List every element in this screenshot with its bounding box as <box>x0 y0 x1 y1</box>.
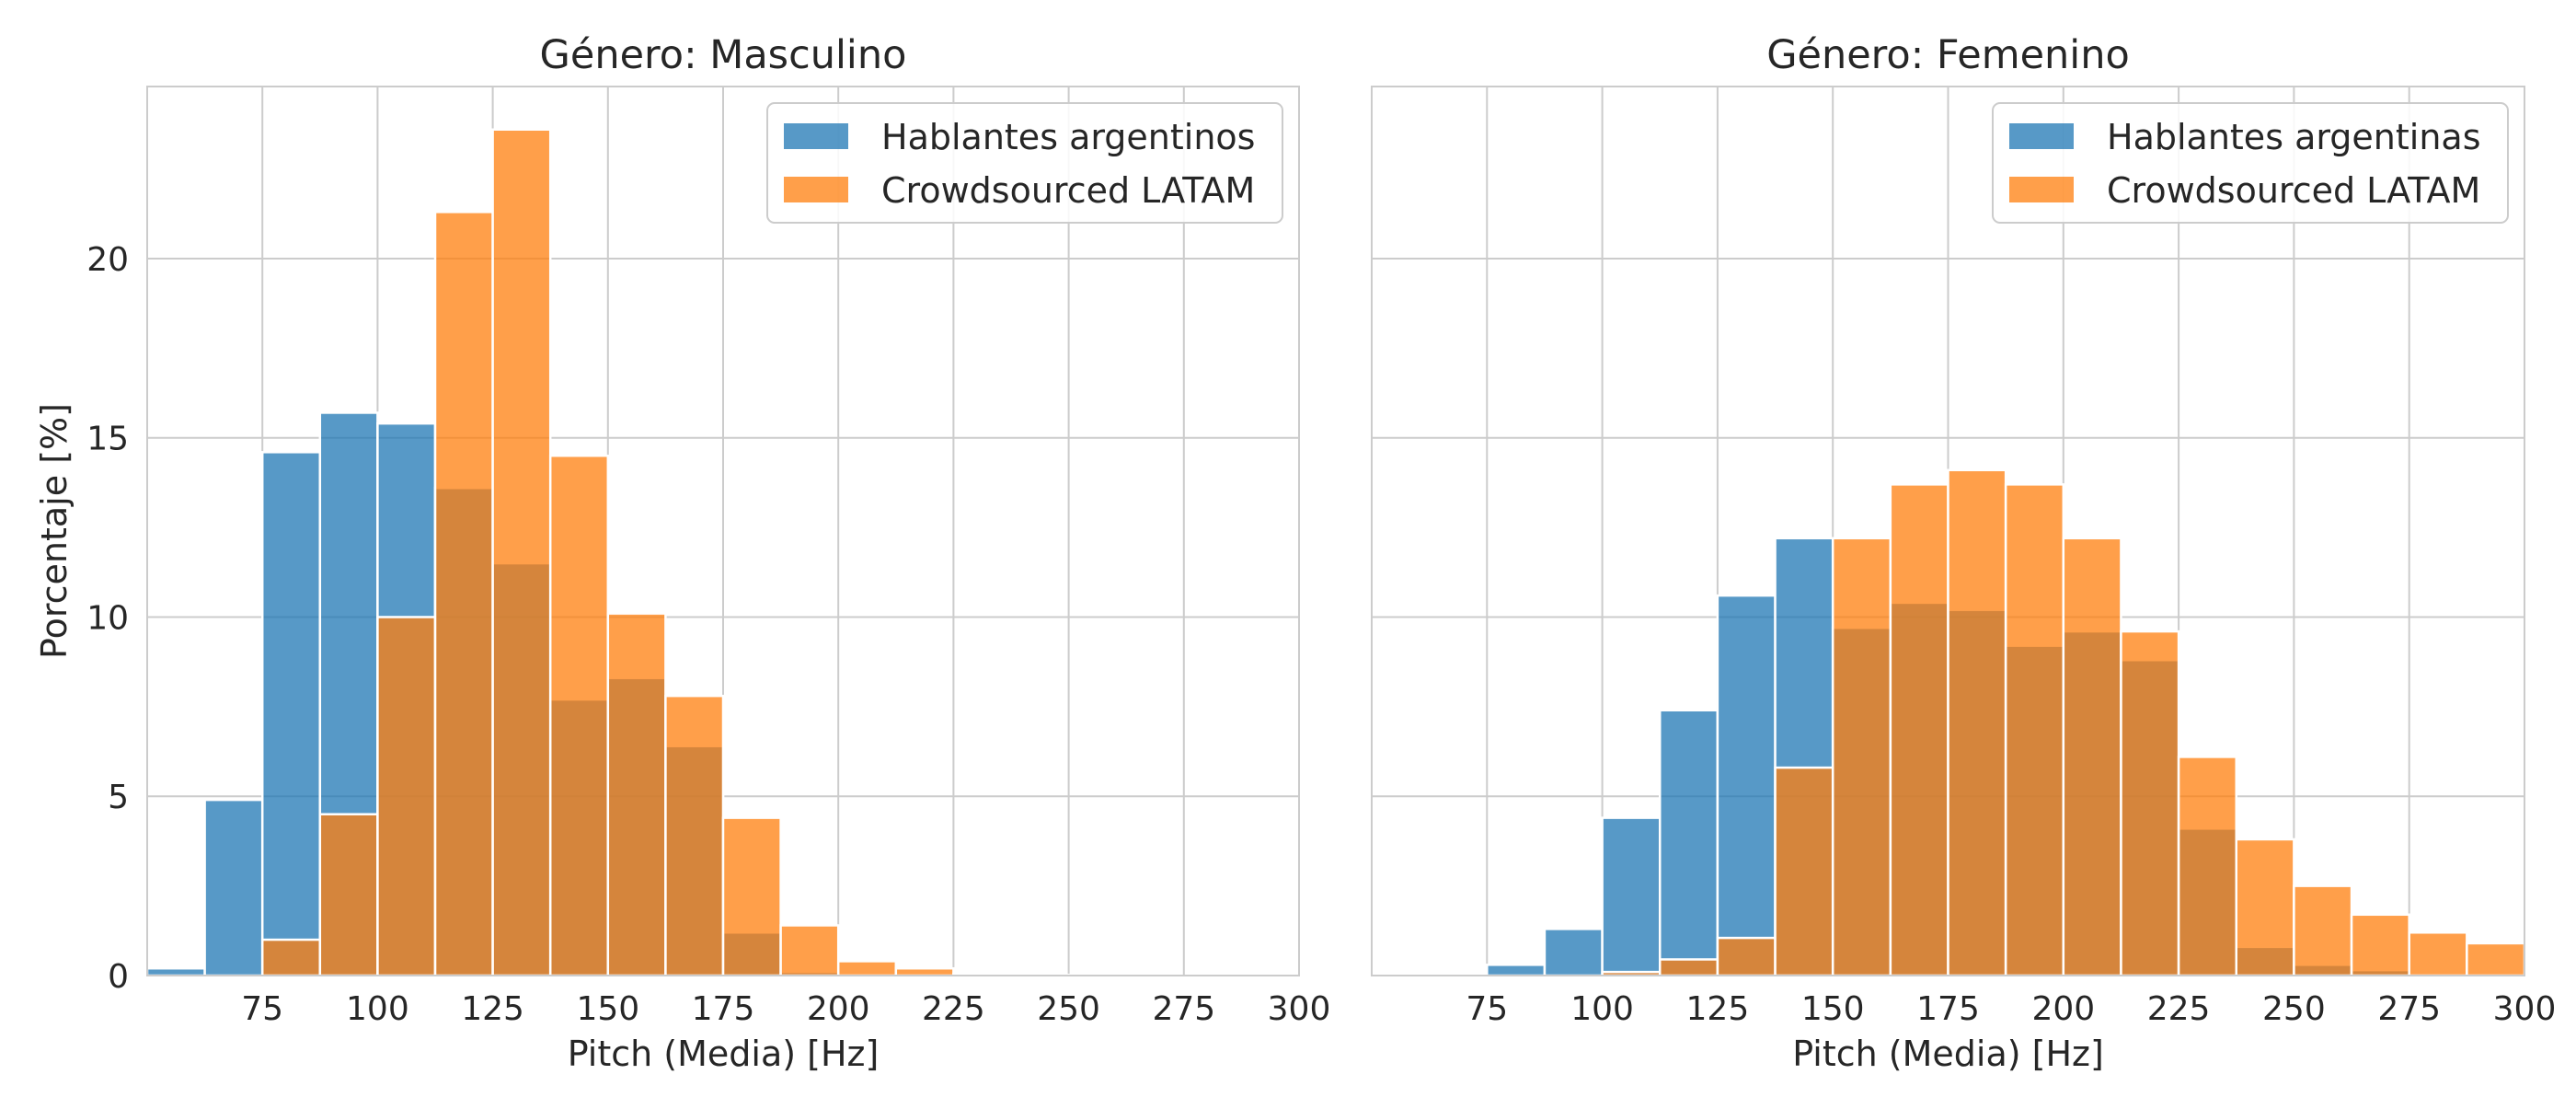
histogram-bar <box>2409 932 2467 976</box>
histogram-bar <box>1603 818 1661 976</box>
x-axis-label: Pitch (Media) [Hz] <box>568 1034 880 1074</box>
histogram-bar <box>2179 757 2237 976</box>
histogram-bar <box>377 617 435 976</box>
x-tick-label: 175 <box>1916 990 1980 1028</box>
histogram-bar <box>205 800 263 976</box>
x-tick-label: 75 <box>241 990 283 1028</box>
histogram-bar <box>2237 839 2294 976</box>
x-tick-label: 150 <box>576 990 639 1028</box>
x-tick-label: 250 <box>1037 990 1100 1028</box>
histogram-bar <box>2121 631 2179 976</box>
chart-panel-2: 75 100 125 150 175 200 225 250 275 300 Género: Fem… <box>1372 32 2556 1074</box>
legend-swatch <box>784 177 848 202</box>
histogram-bar <box>147 968 205 976</box>
histogram-bar <box>550 456 608 976</box>
legend-swatch <box>784 123 848 149</box>
histogram-bar <box>2352 915 2409 976</box>
y-tick-label: 15 <box>86 421 129 458</box>
histogram-bar <box>2064 538 2122 976</box>
histogram-bar <box>1545 929 1603 976</box>
histogram-bar <box>2294 886 2352 976</box>
histogram-bar <box>1718 595 1776 976</box>
x-tick-label: 200 <box>807 990 870 1028</box>
y-tick-label: 20 <box>86 241 129 279</box>
histogram-bar <box>1833 538 1891 976</box>
x-tick-label: 250 <box>2262 990 2326 1028</box>
x-tick-label: 200 <box>2031 990 2095 1028</box>
x-tick-label: 275 <box>1152 990 1215 1028</box>
y-tick-label: 0 <box>108 958 129 996</box>
x-tick-label: 150 <box>1801 990 1865 1028</box>
chart-title: Género: Masculino <box>540 32 907 78</box>
histogram-bar <box>608 614 666 976</box>
y-tick-label: 10 <box>86 599 129 637</box>
legend-entry: Crowdsourced LATAM <box>2107 170 2480 211</box>
legend-swatch <box>2009 177 2074 202</box>
legend: Hablantes argentinos Crowdsourced LATAM <box>767 103 1282 223</box>
histogram-bar <box>1660 959 1718 976</box>
histogram-bar <box>262 452 320 976</box>
x-tick-label: 275 <box>2377 990 2441 1028</box>
histogram-bar <box>1949 470 2007 976</box>
chart-panel-1: 75 100 125 150 175 200 225 250 275 300 0 5 10 15 20 Gén… <box>34 32 1330 1074</box>
histogram-bar <box>1718 938 1776 976</box>
x-tick-label: 175 <box>692 990 755 1028</box>
x-tick-label: 225 <box>922 990 985 1028</box>
histogram-bar <box>435 212 493 976</box>
x-tick-label: 100 <box>1570 990 1634 1028</box>
y-axis-label: Porcentaje [%] <box>34 403 75 659</box>
legend: Hablantes argentinas Crowdsourced LATAM <box>1993 103 2508 223</box>
histogram-bar <box>723 818 781 976</box>
x-tick-label: 125 <box>461 990 524 1028</box>
histogram-bar <box>1660 710 1718 976</box>
x-tick-label: 100 <box>346 990 409 1028</box>
x-axis-label: Pitch (Media) [Hz] <box>1792 1034 2104 1074</box>
legend-entry: Crowdsourced LATAM <box>881 170 1255 211</box>
histogram-bar <box>665 696 723 976</box>
histogram-bar <box>896 968 954 976</box>
histogram-bar <box>2467 943 2524 976</box>
y-tick-label: 5 <box>108 779 129 816</box>
legend-entry: Hablantes argentinos <box>881 117 1255 157</box>
x-tick-label: 300 <box>1268 990 1331 1028</box>
legend-entry: Hablantes argentinas <box>2107 117 2481 157</box>
histogram-bar <box>1776 768 1834 976</box>
histogram-bar <box>838 961 896 976</box>
histogram-bar <box>2006 484 2064 976</box>
x-tick-label: 125 <box>1686 990 1750 1028</box>
chart-title: Género: Femenino <box>1766 32 2130 78</box>
x-tick-label: 75 <box>1466 990 1508 1028</box>
histogram-bar <box>1891 484 1949 976</box>
legend-swatch <box>2009 123 2074 149</box>
histogram-bar <box>1487 965 1545 976</box>
histogram-bar <box>262 940 320 976</box>
x-tick-label: 225 <box>2147 990 2211 1028</box>
histogram-bar <box>781 925 839 976</box>
histogram-bar <box>493 130 551 976</box>
x-tick-label: 300 <box>2493 990 2557 1028</box>
histogram-bar <box>320 814 378 976</box>
